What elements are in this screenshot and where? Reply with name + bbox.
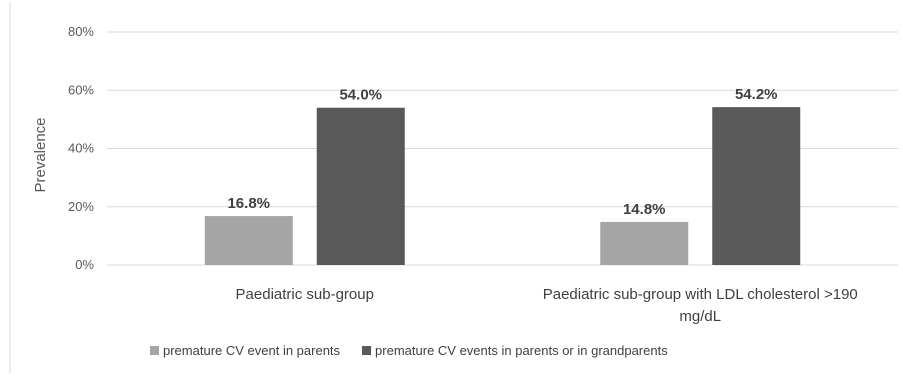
y-axis-title: Prevalence bbox=[32, 117, 49, 192]
y-tick-label: 80% bbox=[68, 24, 94, 39]
data-label: 54.2% bbox=[735, 86, 778, 103]
data-label: 54.0% bbox=[339, 87, 382, 104]
legend-swatch bbox=[150, 346, 159, 355]
y-tick-label: 60% bbox=[68, 82, 94, 97]
data-labels: 16.8% 54.0% 14.8% 54.2% bbox=[227, 86, 777, 218]
y-tick-label: 40% bbox=[68, 141, 94, 156]
x-category-label: Paediatric sub-group bbox=[236, 286, 374, 303]
bar-1-2 bbox=[600, 221, 689, 265]
data-label: 16.8% bbox=[227, 195, 270, 212]
x-category-label: Paediatric sub-group with LDL cholestero… bbox=[543, 286, 858, 303]
bar-2-1 bbox=[316, 107, 405, 265]
x-axis-categories: Paediatric sub-group Paediatric sub-group… bbox=[236, 286, 858, 325]
legend-label: premature CV events in parents or in gra… bbox=[375, 343, 668, 358]
bar-1-1 bbox=[204, 216, 293, 265]
y-tick-label: 0% bbox=[75, 257, 94, 272]
legend-swatch bbox=[362, 346, 372, 355]
bar-2-2 bbox=[712, 107, 801, 265]
y-tick-label: 20% bbox=[68, 199, 94, 214]
legend-label: premature CV event in parents bbox=[163, 343, 341, 358]
x-category-label: mg/dL bbox=[679, 308, 721, 325]
data-label: 14.8% bbox=[623, 201, 666, 218]
bars bbox=[204, 107, 801, 265]
y-axis-ticks: 0% 20% 40% 60% 80% bbox=[68, 24, 94, 272]
legend: premature CV event in parents premature C… bbox=[150, 343, 668, 358]
